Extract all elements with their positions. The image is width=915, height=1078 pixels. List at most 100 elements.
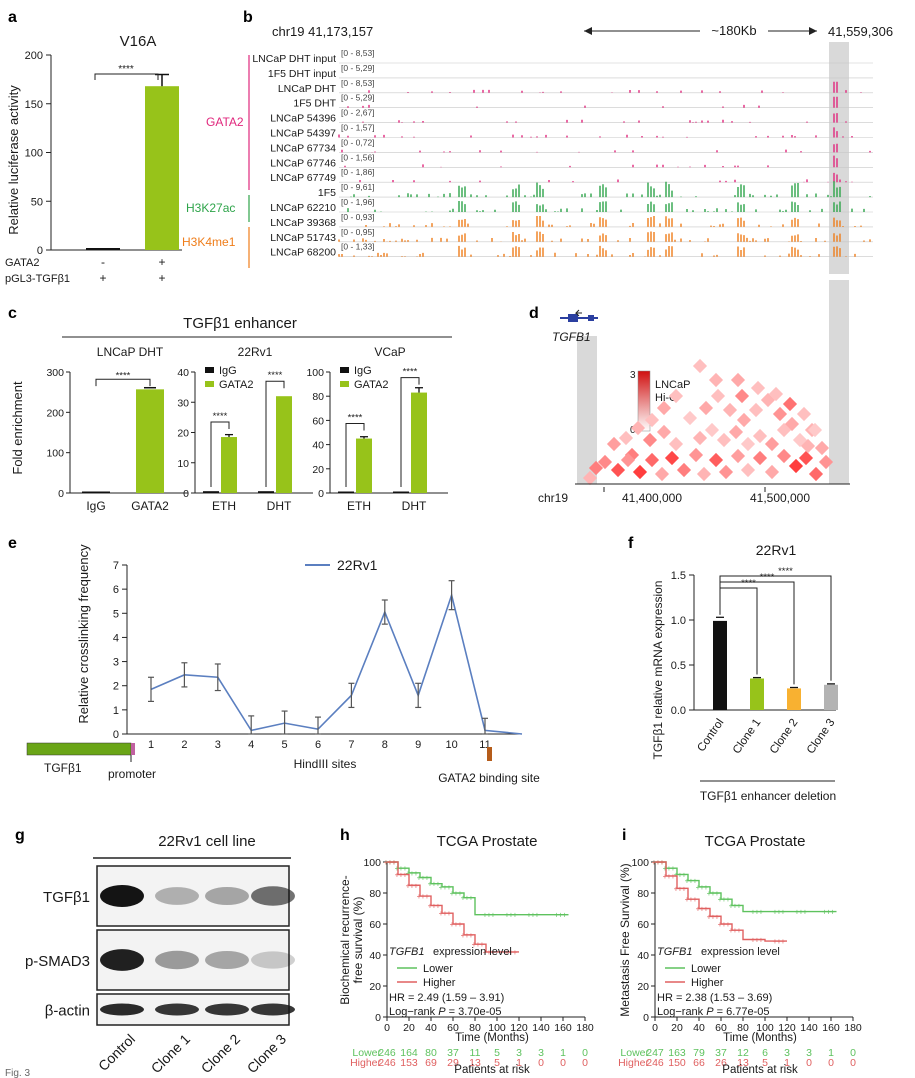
- panel-a-sign: +: [158, 255, 165, 269]
- km-h-censor-mark: +: [403, 864, 408, 873]
- km-h-logrank: Log−rank P = 3.70e-05: [389, 1006, 502, 1018]
- panel-d-contact-cell: [718, 464, 734, 480]
- panel-c-xtick-label: GATA2: [131, 499, 169, 513]
- panel-b-track-range: [0 - 5,29]: [341, 63, 375, 73]
- panel-f-bar: [824, 684, 838, 710]
- panel-a-ylabel: Relative luciferase activity: [6, 85, 21, 235]
- km-i-censor-mark: +: [685, 877, 690, 886]
- panel-c-bar: [203, 491, 219, 493]
- km-i-censor-mark: +: [656, 858, 661, 867]
- panel-c-sig: ****: [116, 370, 131, 381]
- panel-e-xtick-label: 4: [248, 739, 254, 751]
- panel-g-row-label: β-actin: [45, 1003, 90, 1020]
- panel-b-track-signal: [347, 96, 838, 108]
- km-h-censor-mark: +: [509, 911, 514, 920]
- panel-b-track-name: LNCaP 54397: [270, 128, 336, 140]
- panel-c-sig: ****: [213, 411, 228, 422]
- panel-g-band: [155, 950, 199, 970]
- km-h-censor-mark: +: [469, 931, 474, 940]
- panel-c-bar: [258, 491, 274, 493]
- panel-d-contact-cell: [788, 458, 804, 474]
- panel-d-contact-cell: [696, 466, 712, 482]
- panel-c-sig: ****: [403, 367, 418, 378]
- km-i-censor-mark: +: [678, 870, 683, 879]
- panel-b-span-bg: [700, 23, 768, 37]
- km-i-xtick-label: 20: [671, 1022, 683, 1034]
- panel-b-coord-right: 41,559,306: [828, 24, 893, 39]
- km-i-censor-mark: +: [751, 936, 756, 945]
- km-i-risk-lower: 79: [693, 1047, 705, 1059]
- km-i-legend-gene: TGFB1: [657, 946, 692, 958]
- km-h-risk-higher: 1: [516, 1057, 522, 1069]
- panel-d-contact-cell: [644, 452, 660, 468]
- panel-c-sig-bracket: [345, 423, 365, 487]
- panel-b-track-range: [0 - 8,53]: [341, 78, 375, 88]
- km-i-censor-mark: +: [671, 872, 676, 881]
- panel-b-track-range: [0 - 1,57]: [341, 123, 375, 133]
- panel-label-i: i: [622, 827, 626, 844]
- km-h-censor-mark: +: [527, 911, 532, 920]
- km-h-ytick-label: 100: [363, 857, 381, 869]
- panel-d-contact-cell: [692, 430, 708, 446]
- km-i-censor-mark: +: [773, 908, 778, 917]
- panel-f-bar: [750, 678, 764, 710]
- panel-a-sign: -: [101, 255, 105, 269]
- km-h-censor-mark: +: [410, 881, 415, 890]
- panel-c-ytick-label: 60: [312, 415, 324, 427]
- km-h-ytick-label: 40: [369, 950, 381, 962]
- km-h-censor-mark: +: [480, 940, 485, 949]
- km-i-risk-higher: 66: [693, 1057, 705, 1069]
- panel-d-contact-cell: [716, 432, 732, 448]
- km-i-censor-mark: +: [696, 905, 701, 914]
- panel-g-lane-label: Clone 3: [244, 1031, 290, 1077]
- km-i-ytick-label: 60: [637, 919, 649, 931]
- panel-a-bar: [145, 86, 179, 250]
- panel-g-band: [205, 1003, 249, 1016]
- panel-d-contact-cell: [740, 462, 756, 478]
- km-i-censor-mark: +: [781, 937, 786, 946]
- km-i-censor-mark: +: [682, 870, 687, 879]
- km-h-censor-mark: +: [395, 870, 400, 879]
- panel-e-promoter: promoter: [108, 767, 156, 781]
- km-h-ylabel: Biochemical recurrence-: [338, 875, 352, 1004]
- km-i-censor-mark: +: [781, 908, 786, 917]
- km-i-ytick-label: 0: [643, 1012, 649, 1024]
- panel-b-track-name: LNCaP 51743: [270, 232, 336, 244]
- panel-label-d: d: [529, 305, 539, 322]
- km-i-censor-mark: +: [755, 908, 760, 917]
- km-i-censor-mark: +: [689, 895, 694, 904]
- panel-c-ytick-label: 100: [306, 367, 324, 379]
- panel-c-sig: ****: [268, 370, 283, 381]
- panel-c-subtitle: VCaP: [374, 345, 405, 359]
- panel-g-band: [205, 950, 249, 970]
- panel-e-xtick-label: 6: [315, 739, 321, 751]
- km-i-censor-mark: +: [693, 877, 698, 886]
- panel-d-contact-cell: [618, 430, 634, 446]
- panel-e-ytick-label: 6: [113, 584, 119, 596]
- km-h-xtick-label: 60: [447, 1022, 459, 1034]
- panel-d-gene: TGFB1: [552, 330, 591, 344]
- km-h-risk-higher: 29: [447, 1057, 459, 1069]
- panel-b-track-range: [0 - 1,56]: [341, 152, 375, 162]
- panel-e-xtick-label: 8: [382, 739, 388, 751]
- km-h-xtick-label: 180: [576, 1022, 594, 1034]
- panel-d-cb-label-line: LNCaP: [655, 379, 690, 391]
- km-h-risk-higher: 0: [582, 1057, 588, 1069]
- km-h-censor-mark: +: [399, 870, 404, 879]
- panel-f-ytick-label: 0.5: [671, 660, 686, 672]
- panel-c-xtick-label: IgG: [86, 499, 105, 513]
- km-i-xtick-label: 120: [778, 1022, 796, 1034]
- panel-f-xtick-label: Clone 2: [768, 717, 801, 756]
- km-i-censor-mark: +: [718, 920, 723, 929]
- km-i-risk-lower: 0: [850, 1047, 856, 1059]
- panel-c-subtitle: 22Rv1: [238, 345, 273, 359]
- km-i-censor-mark: +: [689, 877, 694, 886]
- panel-g-title: 22Rv1 cell line: [158, 833, 256, 850]
- panel-d-contact-cell: [764, 436, 780, 452]
- panel-d-contact-cell: [656, 424, 672, 440]
- panel-e-xtick-label: 11: [479, 739, 490, 751]
- km-h-hr: HR = 2.49 (1.59 – 3.91): [389, 992, 504, 1004]
- panel-g-band: [100, 885, 144, 907]
- km-i-risk-lower: 3: [784, 1047, 790, 1059]
- km-i-censor-mark: +: [652, 858, 657, 867]
